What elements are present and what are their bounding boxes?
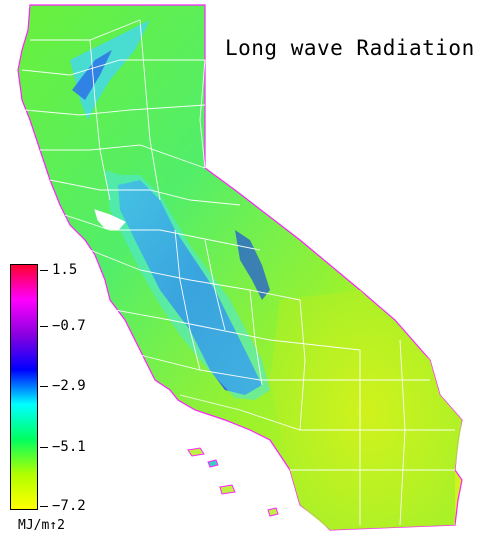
desert-region	[270, 290, 462, 530]
sacramento-valley	[70, 20, 150, 120]
legend-tick	[40, 326, 48, 327]
legend-colorbar	[10, 264, 38, 510]
legend-units: MJ/m↑2	[18, 518, 65, 533]
county-lines	[21, 19, 455, 526]
legend-tick	[40, 386, 48, 387]
legend-tick	[40, 270, 48, 271]
sierra-flecks	[235, 230, 270, 300]
legend-tick	[40, 447, 48, 448]
legend-tick-label: −0.7	[52, 318, 86, 334]
northern-blue-streak	[72, 50, 112, 100]
island-2	[207, 459, 219, 468]
valley-edge-cyan	[105, 170, 270, 400]
island-3	[219, 484, 236, 495]
island-1	[187, 447, 205, 457]
island-4	[267, 507, 279, 517]
legend-tick-label: −5.1	[52, 439, 86, 455]
map-title: Long wave Radiation	[225, 36, 475, 60]
bay-area	[94, 209, 126, 231]
legend-tick	[40, 506, 48, 507]
legend-tick-label: −7.2	[52, 498, 86, 514]
legend-tick-label: 1.5	[52, 262, 78, 278]
legend-tick-label: −2.9	[52, 378, 86, 394]
